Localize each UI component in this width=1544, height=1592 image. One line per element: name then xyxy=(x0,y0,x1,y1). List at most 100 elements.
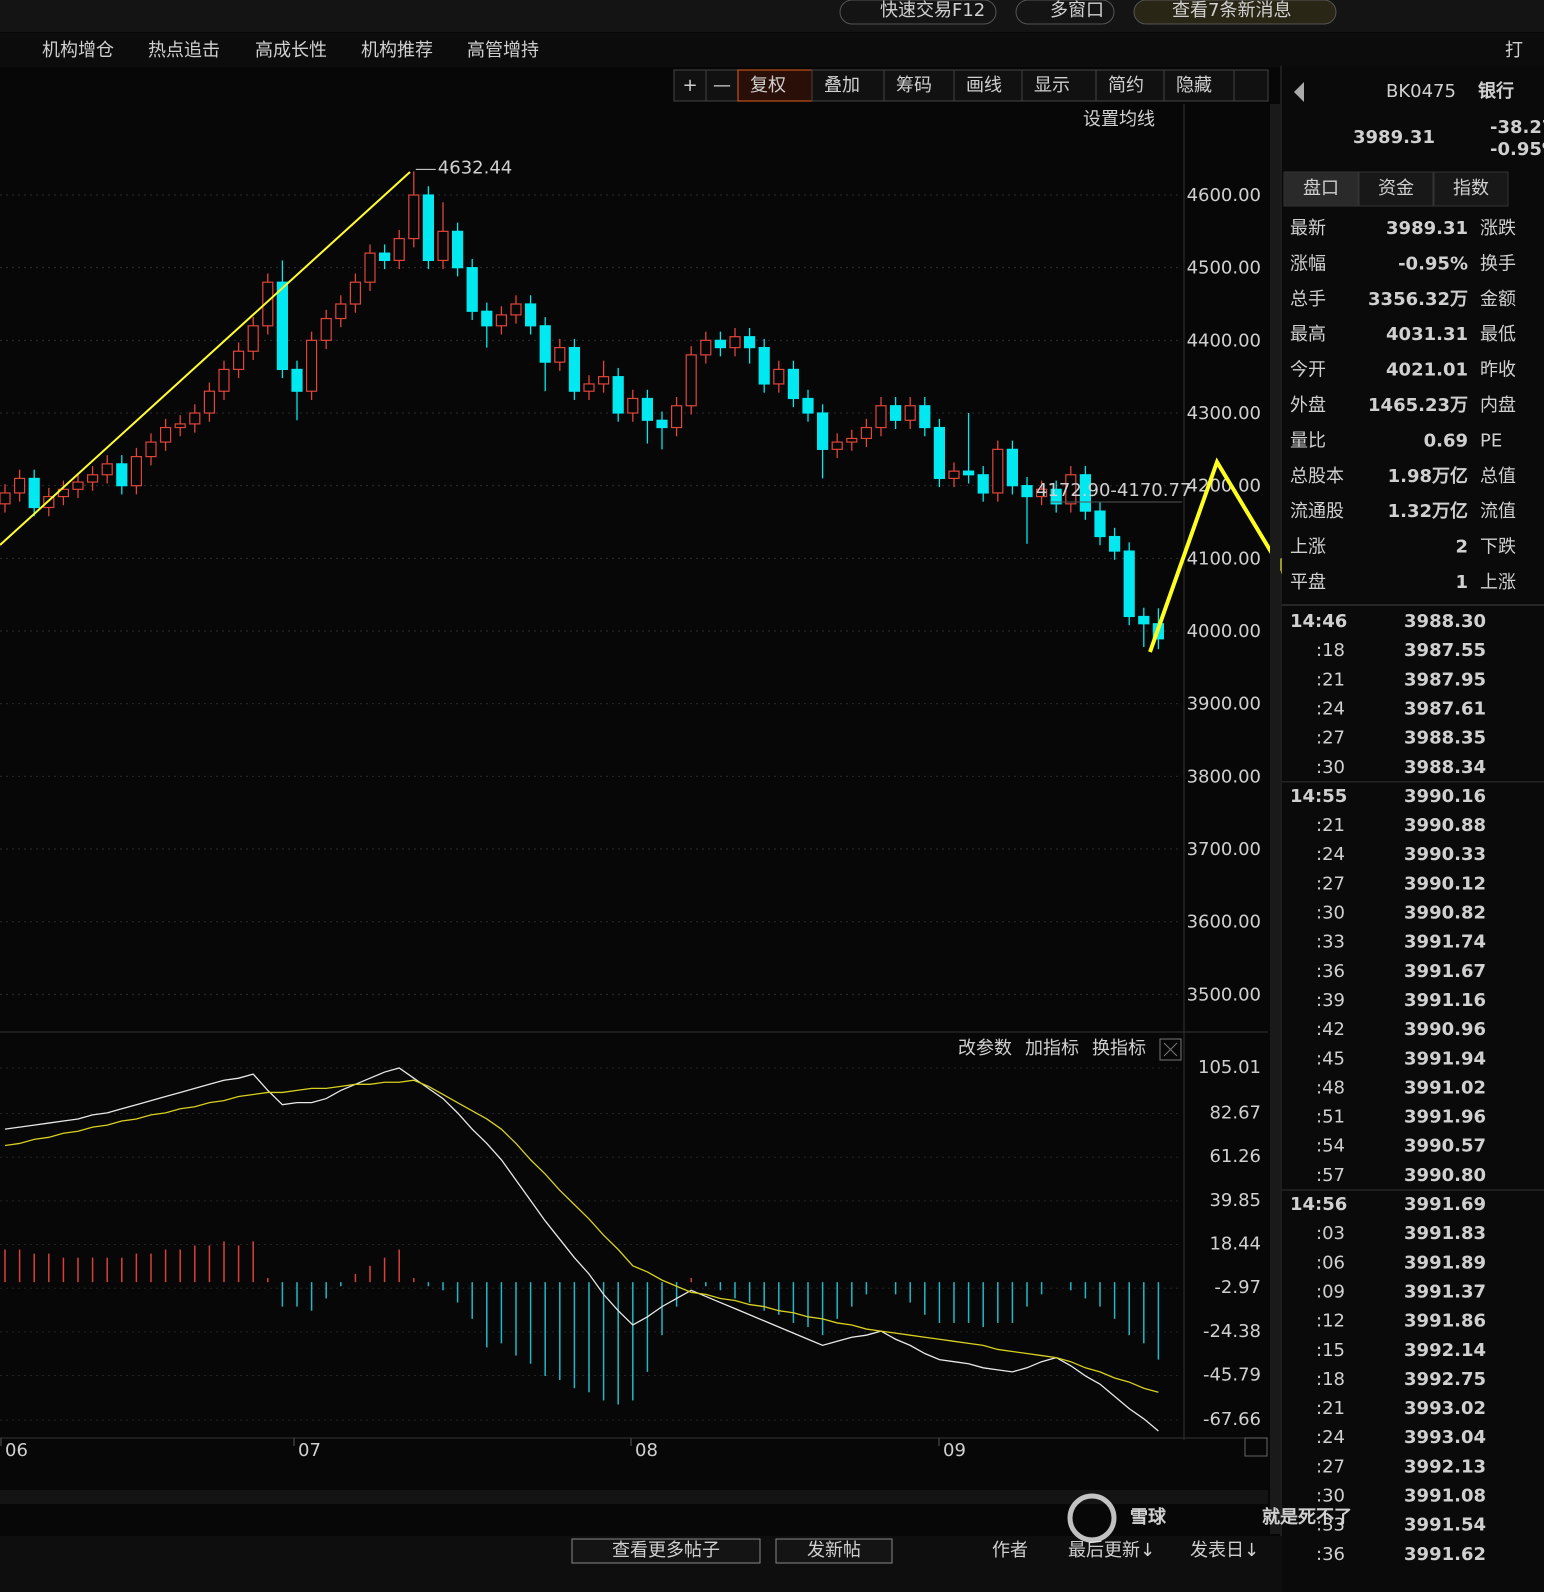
y-tick-label: 4000.00 xyxy=(1187,621,1261,642)
trade-price: 3991.96 xyxy=(1404,1107,1486,1128)
trade-price: 3993.04 xyxy=(1404,1427,1486,1448)
trade-price: 3990.16 xyxy=(1404,786,1486,807)
quote-tab[interactable] xyxy=(1358,171,1434,207)
quote-label: 平盘 xyxy=(1290,572,1326,593)
tab[interactable]: 机构推荐 xyxy=(361,40,433,61)
quote-tab-label[interactable]: 资金 xyxy=(1378,178,1414,199)
quote-tab-label[interactable]: 指数 xyxy=(1453,178,1489,199)
y-tick-label: 4200.00 xyxy=(1187,476,1261,497)
y-tick-label: 3700.00 xyxy=(1187,839,1261,860)
trade-price: 3991.89 xyxy=(1404,1252,1486,1273)
toolbar-button[interactable] xyxy=(1021,69,1097,102)
candle-body xyxy=(1079,474,1092,512)
toolbar-button[interactable] xyxy=(1095,69,1165,102)
candle-body xyxy=(130,456,142,487)
scroll-right[interactable] xyxy=(1244,1437,1268,1457)
ma-setting[interactable]: 设置均线 xyxy=(1083,109,1155,130)
tab[interactable]: 热点追击 xyxy=(148,40,220,61)
close-indicator[interactable] xyxy=(1159,1038,1182,1061)
tab[interactable]: 高管增持 xyxy=(467,40,539,61)
tab[interactable]: 打 xyxy=(1505,40,1523,61)
toolbar-label[interactable]: + xyxy=(682,75,697,96)
trade-time: :45 xyxy=(1316,1048,1345,1069)
quick-trade-label: 快速交易F12 xyxy=(880,0,985,21)
y-tick-label: 4500.00 xyxy=(1187,258,1261,279)
trade-price: 3991.83 xyxy=(1404,1223,1486,1244)
quick-trade-button[interactable] xyxy=(839,0,997,25)
trade-time: :33 xyxy=(1316,932,1345,953)
quote-label: 昨收 xyxy=(1480,360,1516,381)
quote-tab[interactable] xyxy=(1283,171,1359,207)
quote-tab-label[interactable]: 盘口 xyxy=(1303,178,1339,199)
toolbar-button[interactable] xyxy=(953,69,1023,102)
toolbar-button[interactable] xyxy=(811,69,885,102)
candle-body xyxy=(1050,488,1062,505)
quote-label: 总股本 xyxy=(1290,466,1344,487)
candle-body xyxy=(43,495,55,509)
y-tick-label: -45.79 xyxy=(1203,1365,1261,1386)
trade-time: :36 xyxy=(1316,961,1345,982)
trade-time: :12 xyxy=(1316,1311,1345,1332)
toolbar-label[interactable]: — xyxy=(713,75,731,96)
quote-label: 量比 xyxy=(1290,430,1326,451)
toolbar-label[interactable]: 隐藏 xyxy=(1176,75,1212,96)
candle-body xyxy=(101,463,113,476)
quote-label: 流通股 xyxy=(1290,501,1344,522)
tab[interactable]: 高成长性 xyxy=(255,40,327,61)
new-post-button[interactable] xyxy=(775,1538,893,1564)
candle-body xyxy=(700,339,712,356)
y-tick-label: 61.26 xyxy=(1209,1146,1261,1167)
trade-time: :21 xyxy=(1316,669,1345,690)
candle-body xyxy=(962,470,975,476)
trade-price: 3987.61 xyxy=(1404,698,1486,719)
more-posts-button[interactable] xyxy=(571,1538,761,1564)
trade-price: 3990.33 xyxy=(1404,844,1486,865)
candle-body xyxy=(568,347,581,392)
toolbar-label[interactable]: 画线 xyxy=(966,75,1002,96)
candle-body xyxy=(729,336,741,349)
quote-label: 换手 xyxy=(1480,253,1516,274)
candle-body xyxy=(291,368,303,392)
back-arrow[interactable] xyxy=(1294,82,1304,102)
more-posts-label[interactable]: 查看更多帖子 xyxy=(612,1540,720,1561)
toolbar-button[interactable] xyxy=(705,69,739,102)
candle-body xyxy=(0,492,11,505)
quote-value: 1.98万亿 xyxy=(1388,465,1468,487)
indicator-button[interactable]: 换指标 xyxy=(1092,1038,1146,1059)
toolbar-label[interactable]: 筹码 xyxy=(896,75,932,96)
quote-label: 上涨 xyxy=(1480,572,1516,593)
trade-time: :27 xyxy=(1316,728,1345,749)
toolbar-label[interactable]: 复权 xyxy=(750,75,786,96)
candle-body xyxy=(904,405,916,421)
toolbar-button[interactable] xyxy=(1163,69,1235,102)
quote-value: 4021.01 xyxy=(1386,360,1468,381)
trade-price: 3990.96 xyxy=(1404,1019,1486,1040)
candle-body xyxy=(203,390,215,414)
toolbar-label[interactable]: 显示 xyxy=(1034,75,1070,96)
trade-price: 3991.02 xyxy=(1404,1077,1486,1098)
toolbar-button[interactable] xyxy=(673,69,707,102)
toolbar-button[interactable] xyxy=(883,69,955,102)
trade-time: :39 xyxy=(1316,990,1345,1011)
quote-tab[interactable] xyxy=(1433,171,1509,207)
post-date-header[interactable]: 发表日↓ xyxy=(1190,1540,1259,1561)
tab[interactable]: 机构增仓 xyxy=(42,40,114,61)
candle-body xyxy=(875,405,887,429)
trade-price: 3991.67 xyxy=(1404,961,1486,982)
new-post-label[interactable]: 发新帖 xyxy=(807,1540,861,1561)
indicator-button[interactable]: 改参数 xyxy=(958,1038,1012,1059)
candle-body xyxy=(86,474,99,483)
candle-body xyxy=(889,405,902,421)
quote-label: 涨幅 xyxy=(1290,253,1326,274)
toolbar-label[interactable]: 简约 xyxy=(1108,75,1144,96)
fullscreen-button[interactable] xyxy=(1233,69,1269,102)
candle-body xyxy=(408,194,420,240)
toolbar-label[interactable]: 叠加 xyxy=(824,75,860,96)
multi-window-button[interactable] xyxy=(1015,0,1115,25)
last-update-header[interactable]: 最后更新↓ xyxy=(1068,1540,1155,1561)
messages-button[interactable] xyxy=(1133,0,1337,25)
trade-time: :03 xyxy=(1316,1223,1345,1244)
candle-body xyxy=(627,397,639,414)
indicator-button[interactable]: 加指标 xyxy=(1025,1038,1079,1059)
